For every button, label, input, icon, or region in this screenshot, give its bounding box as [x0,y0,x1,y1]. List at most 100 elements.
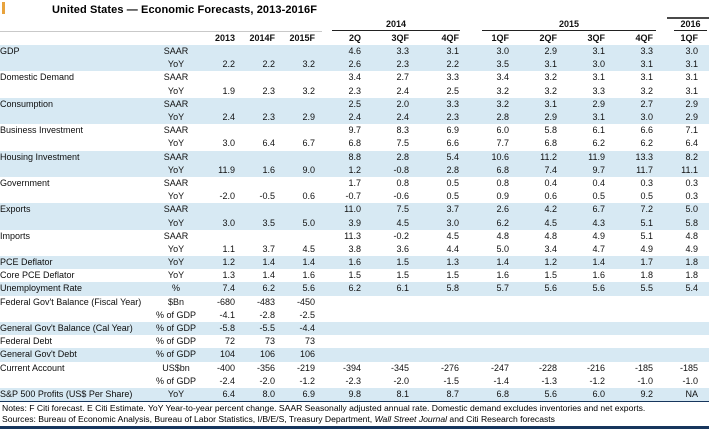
value-cell [520,296,568,309]
row-label-cell [0,85,150,98]
value-cell: 6.1 [592,125,605,136]
value-cell: 2.3 [372,58,420,72]
value-cell: 4.3 [568,216,616,230]
value-cell [322,321,372,336]
value-cell: 4.9 [685,243,699,254]
value-cell [616,321,665,336]
value-cell: -216 [586,362,605,373]
value-cell: 6.7 [302,138,315,149]
value-cell [322,335,372,348]
value-cell: 5.4 [420,150,470,164]
value-cell [664,321,709,336]
value-cell: 5.6 [520,387,568,402]
value-cell: 2.4 [202,110,242,125]
row-unit-cell: YoY [150,110,202,125]
value-cell: 72 [224,336,235,347]
value-cell [282,203,322,217]
value-cell: 3.1 [592,72,605,83]
row-label-cell [0,58,150,72]
value-cell: 3.1 [616,58,665,72]
row-label-cell: GDP [0,45,150,59]
value-cell [242,124,282,137]
value-cell: -5.8 [202,321,242,336]
table-row: % of GDP -2.4 -2.0 -1.2 -2.3 -2.0 -1.5 -1.4 -1.3… [0,375,709,388]
table-row: YoY 3.0 3.5 5.0 3.9 4.5 3.0 6.2 4.5 4.3 5.1 5.8 [0,216,709,230]
row-unit-cell: SAAR [150,150,202,164]
value-cell: 3.9 [322,216,372,230]
value-cell: 11.2 [520,150,568,164]
value-cell: 8.0 [242,387,282,402]
value-cell [420,335,470,348]
value-cell: 6.4 [685,138,699,149]
table-row: Consumption SAAR 2.5 2.0 3.3 3.2 3.1 2.9 2.7 2.9 [0,97,709,111]
bottom-rule [0,425,709,429]
value-cell: 3.5 [470,58,520,72]
value-cell: -1.5 [443,375,459,386]
row-unit-cell: YoY [167,85,185,96]
column-header: 1QF [680,32,699,43]
value-cell: 3.2 [470,97,520,111]
row-label-cell: Current Account [0,362,65,373]
value-cell: 2.5 [322,97,372,111]
value-cell: 2.9 [568,97,616,111]
value-cell: 2.2 [242,58,282,72]
value-cell: 1.4 [262,270,275,281]
table-row: YoY -2.0 -0.5 0.6 -0.7 -0.6 0.5 0.9 0.6 0.5 0.5 0.3 [0,190,709,203]
value-cell [568,296,616,309]
table-row: S&P 500 Profits (US$ Per Share) YoY 6.4 8.0… [0,387,709,402]
value-cell: 0.5 [640,191,654,202]
value-cell: 4.5 [446,230,459,241]
table-row: Federal Gov't Balance (Fiscal Year) $Bn -6… [0,296,709,309]
value-cell [568,309,616,322]
value-cell: 0.6 [302,191,315,202]
value-cell: 2.4 [322,110,372,125]
value-cell: 3.5 [242,216,282,230]
value-cell: -2.3 [345,375,361,386]
value-cell: -4.4 [282,321,322,336]
row-unit-cell: YoY [150,216,202,230]
value-cell: -356 [256,362,275,373]
value-cell: 2.9 [664,97,709,111]
value-cell: 11.7 [616,163,665,177]
value-cell: -2.8 [259,309,275,320]
value-cell: 6.7 [568,203,616,217]
table-row: Government SAAR 1.7 0.8 0.5 0.8 0.4 0.4 0.3 0.3 [0,177,709,190]
forecast-table: 2014 2015 2016 2013 2014F 2015F 2Q 3QF 4QF 1QF… [0,19,709,402]
value-cell: 2.3 [348,85,361,96]
value-cell: 5.4 [664,282,709,296]
value-cell: 0.5 [446,191,459,202]
value-cell [470,309,520,322]
column-header: 2015F [289,32,315,43]
value-cell [470,296,520,309]
value-cell: 0.6 [544,191,557,202]
value-cell: 104 [202,348,242,362]
table-row: Unemployment Rate% 7.4 6.2 5.6 6.2 6.1 5.8 5.7 5… [0,282,709,296]
value-cell [202,71,242,84]
value-cell: 11.0 [322,203,372,217]
row-label-cell [0,243,150,256]
value-cell: 3.1 [685,72,699,83]
value-cell [568,321,616,336]
value-cell: 4.4 [446,243,459,254]
label-header [0,31,150,45]
value-cell [616,348,665,362]
value-cell: 1.4 [282,256,322,270]
row-unit-cell: SAAR [163,125,189,136]
value-cell: 2.9 [282,110,322,125]
value-cell [372,309,420,322]
value-cell: 1.6 [496,270,509,281]
value-cell: 1.6 [322,256,372,270]
value-cell [616,296,664,309]
value-cell: 3.0 [616,110,665,125]
value-cell: 3.1 [420,45,470,59]
value-cell [322,296,372,309]
value-cell [470,335,520,348]
value-cell: -2.0 [219,191,235,202]
value-cell: -276 [440,362,459,373]
value-cell: 4.6 [322,45,372,59]
value-cell: 2.2 [420,58,470,72]
value-cell [372,321,420,336]
table-row: Domestic Demand SAAR 3.4 2.7 3.3 3.4 3.2 3.1 3.1… [0,71,709,84]
value-cell: 3.4 [496,72,509,83]
